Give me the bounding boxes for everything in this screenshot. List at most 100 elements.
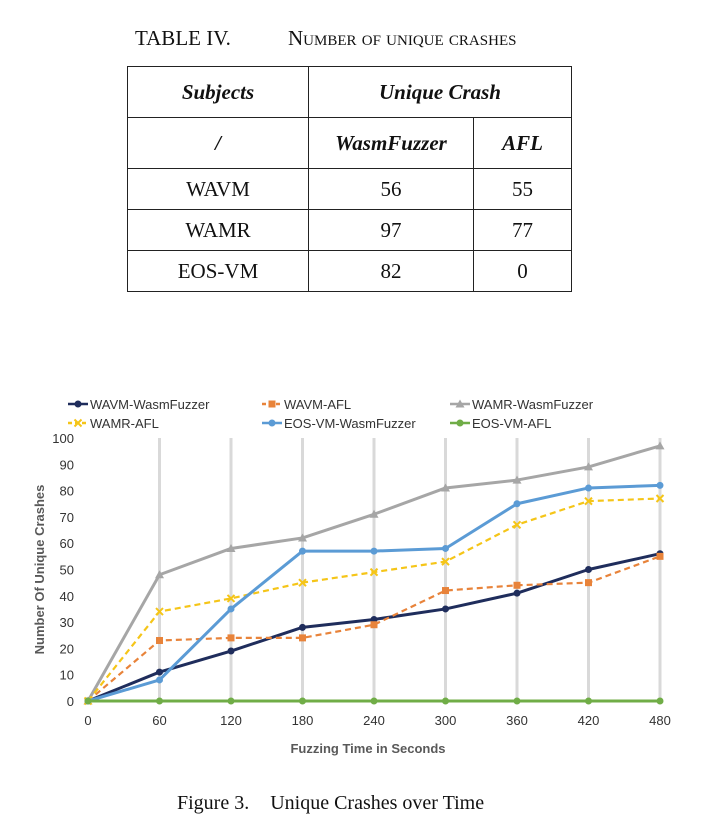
data-point	[298, 533, 307, 542]
data-point	[156, 668, 163, 676]
y-tick-label: 100	[52, 431, 74, 446]
data-point	[226, 594, 236, 603]
table-row: WAMR 97 77	[127, 209, 572, 251]
cell-wasm: 82	[308, 250, 474, 292]
data-point	[656, 697, 664, 705]
crash-table: Subjects Unique Crash / WasmFuzzer AFL W…	[127, 66, 572, 292]
data-point	[227, 697, 235, 705]
data-point	[156, 676, 163, 684]
data-point	[585, 566, 592, 573]
data-point	[299, 697, 306, 705]
y-tick-label: 10	[60, 668, 74, 683]
x-tick-label: 120	[220, 713, 242, 728]
data-point	[442, 605, 449, 613]
data-point	[268, 419, 276, 427]
data-point	[227, 634, 235, 642]
x-tick-label: 60	[152, 713, 166, 728]
legend-label: EOS-VM-AFL	[472, 416, 551, 431]
data-point	[73, 418, 83, 428]
data-point	[299, 623, 306, 631]
cell-wasm: 56	[308, 168, 474, 210]
data-point	[512, 520, 522, 529]
cell-subject: EOS-VM	[127, 250, 309, 292]
data-point	[513, 500, 521, 508]
cell-afl: 55	[473, 168, 572, 210]
cell-afl: 77	[473, 209, 572, 251]
y-tick-label: 50	[60, 563, 74, 578]
legend-label: WAMR-WasmFuzzer	[472, 397, 594, 412]
data-point	[456, 419, 464, 427]
legend-label: WAVM-AFL	[284, 397, 351, 412]
figure-caption: Figure 3. Unique Crashes over Time	[177, 792, 484, 815]
header-subjects: Subjects	[127, 66, 309, 118]
data-point	[584, 462, 593, 471]
data-point	[155, 570, 164, 579]
x-tick-label: 300	[435, 713, 457, 728]
x-axis-title: Fuzzing Time in Seconds	[290, 741, 445, 756]
x-tick-label: 360	[506, 713, 528, 728]
data-point	[226, 543, 236, 552]
data-point	[655, 494, 665, 503]
legend-label: WAVM-WasmFuzzer	[90, 397, 210, 412]
y-tick-label: 90	[60, 457, 74, 472]
cell-subject: WAVM	[127, 168, 309, 210]
data-point	[513, 581, 521, 589]
cell-afl: 0	[473, 250, 572, 292]
table-row: EOS-VM 82 0	[127, 250, 572, 292]
data-point	[585, 579, 592, 587]
data-point	[442, 587, 449, 595]
data-point	[227, 647, 235, 655]
data-point	[442, 697, 449, 705]
table-subheader-row: / WasmFuzzer AFL	[127, 117, 572, 169]
data-point	[513, 589, 521, 597]
y-tick-label: 70	[60, 510, 74, 525]
data-point	[74, 400, 82, 408]
header-afl: AFL	[473, 117, 572, 169]
data-point	[156, 697, 163, 705]
y-tick-label: 40	[60, 589, 74, 604]
data-point	[268, 400, 276, 408]
x-tick-label: 240	[363, 713, 385, 728]
data-point	[513, 697, 521, 705]
data-point	[156, 637, 163, 645]
figure-title: Unique Crashes over Time	[270, 792, 485, 814]
crashes-line-chart: 0 10 20 30 40 50 60 70 80 90 100 0 60 120 180 240 300 360…	[32, 397, 671, 756]
legend-label: EOS-VM-WasmFuzzer	[284, 416, 416, 431]
data-point	[155, 607, 164, 616]
data-point	[441, 483, 450, 492]
figure-label: Figure 3.	[177, 792, 250, 814]
data-point	[369, 567, 379, 577]
data-point	[656, 552, 664, 560]
data-point	[298, 578, 307, 587]
header-unique-crash: Unique Crash	[308, 66, 572, 118]
data-point	[369, 509, 379, 518]
data-point	[455, 399, 465, 408]
data-point	[441, 557, 450, 566]
table-number: TABLE IV.	[135, 26, 231, 50]
y-tick-label: 60	[60, 536, 74, 551]
data-point	[585, 697, 592, 705]
x-tick-label: 420	[578, 713, 600, 728]
y-tick-label: 30	[60, 615, 74, 630]
legend-label: WAMR-AFL	[90, 416, 159, 431]
data-point	[370, 547, 378, 555]
header-wasmfuzzer: WasmFuzzer	[308, 117, 474, 169]
cell-wasm: 97	[308, 209, 474, 251]
y-tick-label: 0	[67, 694, 74, 709]
x-tick-label: 0	[84, 713, 91, 728]
data-point	[585, 484, 592, 492]
table-header-row: Subjects Unique Crash	[127, 66, 572, 118]
data-point	[656, 481, 664, 489]
y-tick-label: 20	[60, 641, 74, 656]
data-point	[370, 621, 378, 629]
data-point	[370, 615, 378, 623]
data-point	[442, 544, 449, 552]
data-point	[299, 547, 306, 555]
data-point	[584, 496, 593, 506]
x-tick-label: 180	[292, 713, 314, 728]
y-axis-title: Number Of Unique Crashes	[32, 485, 47, 655]
data-point	[655, 441, 665, 450]
cell-subject: WAMR	[127, 209, 309, 251]
table-row: WAVM 56 55	[127, 168, 572, 210]
header-slash: /	[127, 117, 309, 169]
